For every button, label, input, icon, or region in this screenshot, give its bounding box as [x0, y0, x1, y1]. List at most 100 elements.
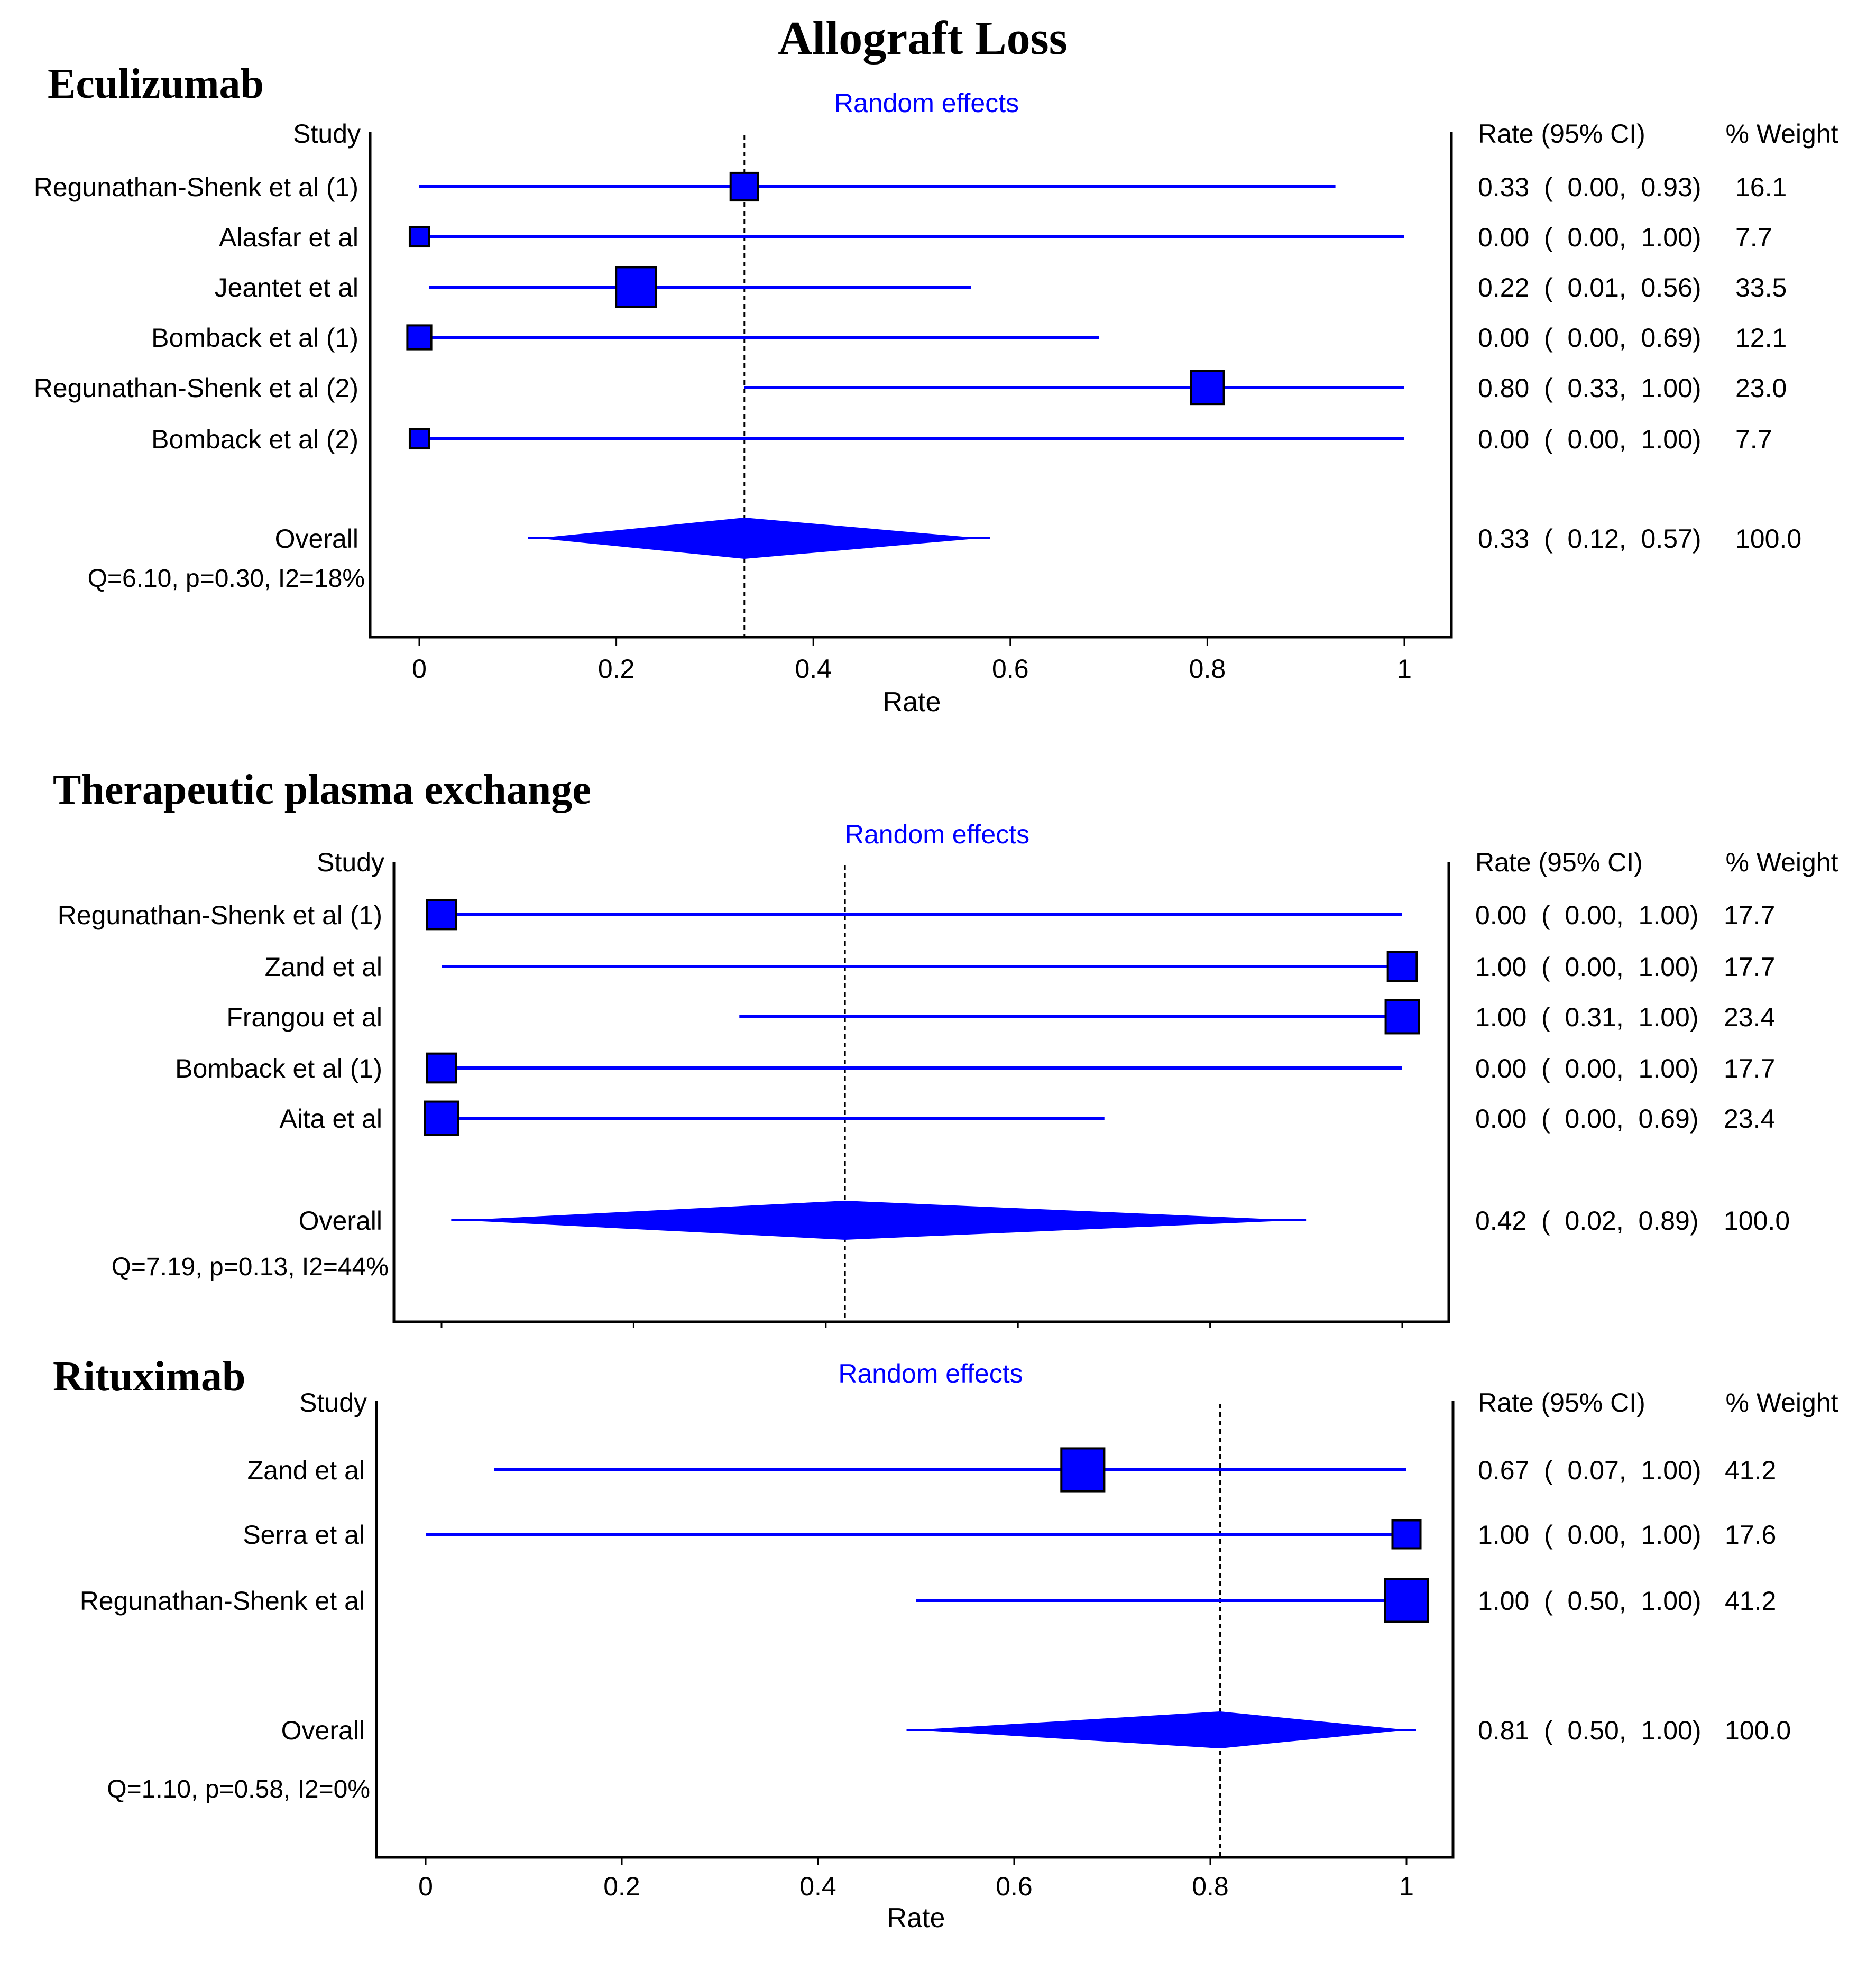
panel-2-weight-header: % Weight	[1725, 848, 1838, 877]
panel-1-overall-weight-text: 100.0	[1735, 524, 1801, 554]
panel-1-overall-ci-text: 0.33 ( 0.12, 0.57)	[1478, 524, 1702, 554]
panel-1-study-label: Jeantet et al	[215, 273, 358, 302]
panel-2-overall-weight-text: 100.0	[1724, 1206, 1790, 1236]
panel-2-study-ci-text: 0.00 ( 0.00, 0.69)	[1475, 1104, 1699, 1134]
panel-2-study-weight-text: 17.7	[1724, 1054, 1775, 1083]
panel-2-model-label: Random effects	[845, 819, 1029, 849]
panel-1-x-tick-label: 1	[1397, 654, 1412, 684]
panel-3-study-ci-text: 0.67 ( 0.07, 1.00)	[1478, 1456, 1702, 1485]
panel-3-study-marker	[1384, 1578, 1429, 1623]
panel-3-x-tick-label: 0	[418, 1872, 433, 1901]
panel-1-study-marker	[408, 226, 430, 248]
panel-1-weight-header: % Weight	[1725, 119, 1838, 149]
panel-3-study-label: Regunathan-Shenk et al	[80, 1586, 365, 1616]
panel-2-study-weight-text: 17.7	[1724, 900, 1775, 930]
panel-3-title: Rituximab	[53, 1353, 246, 1400]
panel-3-ci-header: Rate (95% CI)	[1478, 1388, 1645, 1417]
panel-2-study-marker	[424, 1100, 459, 1136]
panel-2-study-label: Aita et al	[279, 1104, 382, 1134]
panel-2-study-weight-text: 17.7	[1724, 952, 1775, 982]
panel-2-heterogeneity-text: Q=7.19, p=0.13, I2=44%	[112, 1253, 389, 1281]
panel-3-study-weight-text: 41.2	[1725, 1456, 1776, 1485]
panel-1-study-marker	[729, 171, 759, 202]
panel-1-study-weight-text: 16.1	[1735, 172, 1787, 202]
panel-1-study-ci-text: 0.00 ( 0.00, 0.69)	[1478, 323, 1702, 353]
panel-2-axis-frame	[392, 862, 1450, 1323]
panel-2-overall-ci-text: 0.42 ( 0.02, 0.89)	[1475, 1206, 1699, 1236]
panel-3-study-marker	[1391, 1519, 1422, 1550]
panel-3-x-tick-label: 1	[1399, 1872, 1414, 1901]
panel-1-study-header: Study	[293, 119, 361, 149]
panel-1-axis-frame	[369, 132, 1453, 639]
panel-1-study-label: Regunathan-Shenk et al (2)	[34, 373, 358, 403]
panel-1-study-marker	[1190, 370, 1225, 406]
panel-2-study-ci-text: 0.00 ( 0.00, 1.00)	[1475, 1054, 1699, 1083]
panel-3-study-weight-text: 41.2	[1725, 1586, 1776, 1616]
panel-3-study-marker	[1060, 1447, 1106, 1493]
panel-1-study-weight-text: 7.7	[1735, 425, 1772, 454]
panel-2-study-marker	[426, 1052, 457, 1084]
panel-2-study-ci-text: 1.00 ( 0.00, 1.00)	[1475, 952, 1699, 982]
panel-3-overall-label: Overall	[281, 1716, 365, 1745]
panel-1-study-label: Bomback et al (2)	[151, 425, 358, 454]
panel-3-study-label: Zand et al	[247, 1456, 365, 1485]
panel-1-study-marker	[406, 324, 433, 351]
panel-2-study-header: Study	[317, 848, 384, 877]
panel-3-heterogeneity-text: Q=1.10, p=0.58, I2=0%	[107, 1775, 370, 1803]
panel-1-study-label: Alasfar et al	[219, 223, 358, 252]
panel-3-axis-frame	[375, 1401, 1455, 1859]
panel-2-ci-header: Rate (95% CI)	[1475, 848, 1643, 877]
panel-2-overall-label: Overall	[299, 1206, 382, 1236]
panel-1-heterogeneity-text: Q=6.10, p=0.30, I2=18%	[88, 565, 365, 593]
panel-3-x-axis-label: Rate	[887, 1903, 945, 1933]
panel-2-title: Therapeutic plasma exchange	[53, 767, 591, 813]
panel-3-study-label: Serra et al	[243, 1520, 365, 1550]
panel-3-x-tick-label: 0.6	[996, 1872, 1033, 1901]
panel-1-overall-label: Overall	[275, 524, 358, 554]
panel-2-study-weight-text: 23.4	[1724, 1104, 1775, 1134]
panel-1-study-marker	[615, 266, 657, 308]
panel-1-study-marker	[408, 428, 430, 450]
panel-3-overall-ci-text: 0.81 ( 0.50, 1.00)	[1478, 1716, 1702, 1745]
panel-1-study-label: Regunathan-Shenk et al (1)	[34, 172, 358, 202]
figure-title: Allograft Loss	[778, 12, 1067, 65]
panel-1-ci-header: Rate (95% CI)	[1478, 119, 1645, 149]
panel-1-x-axis-label: Rate	[883, 687, 941, 717]
panel-1-study-weight-text: 33.5	[1735, 273, 1787, 302]
panel-1-study-ci-text: 0.00 ( 0.00, 1.00)	[1478, 223, 1702, 252]
panel-1-x-tick-label: 0.8	[1189, 654, 1226, 684]
panel-2-study-label: Bomback et al (1)	[175, 1054, 382, 1083]
panel-2-study-label: Frangou et al	[226, 1002, 382, 1032]
panel-2-study-label: Regunathan-Shenk et al (1)	[58, 900, 382, 930]
panel-1-study-weight-text: 23.0	[1735, 373, 1787, 403]
panel-1-study-ci-text: 0.22 ( 0.01, 0.56)	[1478, 273, 1702, 302]
panel-1-study-ci-text: 0.33 ( 0.00, 0.93)	[1478, 172, 1702, 202]
panel-1-x-tick-label: 0.6	[992, 654, 1029, 684]
panel-1-x-tick-label: 0.2	[598, 654, 635, 684]
panel-3-overall-weight-text: 100.0	[1725, 1716, 1791, 1745]
panel-3-weight-header: % Weight	[1725, 1388, 1838, 1417]
panel-1-study-label: Bomback et al (1)	[151, 323, 358, 353]
panel-3-x-tick-label: 0.8	[1192, 1872, 1229, 1901]
panel-2-study-marker	[1384, 999, 1420, 1035]
panel-3-x-tick-label: 0.2	[603, 1872, 640, 1901]
panel-2-study-marker	[426, 899, 457, 931]
panel-3-study-header: Study	[299, 1388, 367, 1417]
panel-1-x-tick-label: 0.4	[795, 654, 832, 684]
panel-3-study-ci-text: 1.00 ( 0.50, 1.00)	[1478, 1586, 1702, 1616]
panel-1-model-label: Random effects	[834, 88, 1019, 118]
panel-1-title: Eculizumab	[48, 61, 264, 107]
panel-1-study-weight-text: 7.7	[1735, 223, 1772, 252]
panel-2-study-marker	[1386, 951, 1418, 982]
panel-2-study-weight-text: 23.4	[1724, 1002, 1775, 1032]
panel-1-study-weight-text: 12.1	[1735, 323, 1787, 353]
panel-3-model-label: Random effects	[838, 1359, 1023, 1388]
panel-1-x-tick-label: 0	[412, 654, 427, 684]
panel-2-study-ci-text: 0.00 ( 0.00, 1.00)	[1475, 900, 1699, 930]
panel-1-study-ci-text: 0.80 ( 0.33, 1.00)	[1478, 373, 1702, 403]
panel-1-study-ci-text: 0.00 ( 0.00, 1.00)	[1478, 425, 1702, 454]
panel-2-study-ci-text: 1.00 ( 0.31, 1.00)	[1475, 1002, 1699, 1032]
panel-3-study-weight-text: 17.6	[1725, 1520, 1776, 1550]
